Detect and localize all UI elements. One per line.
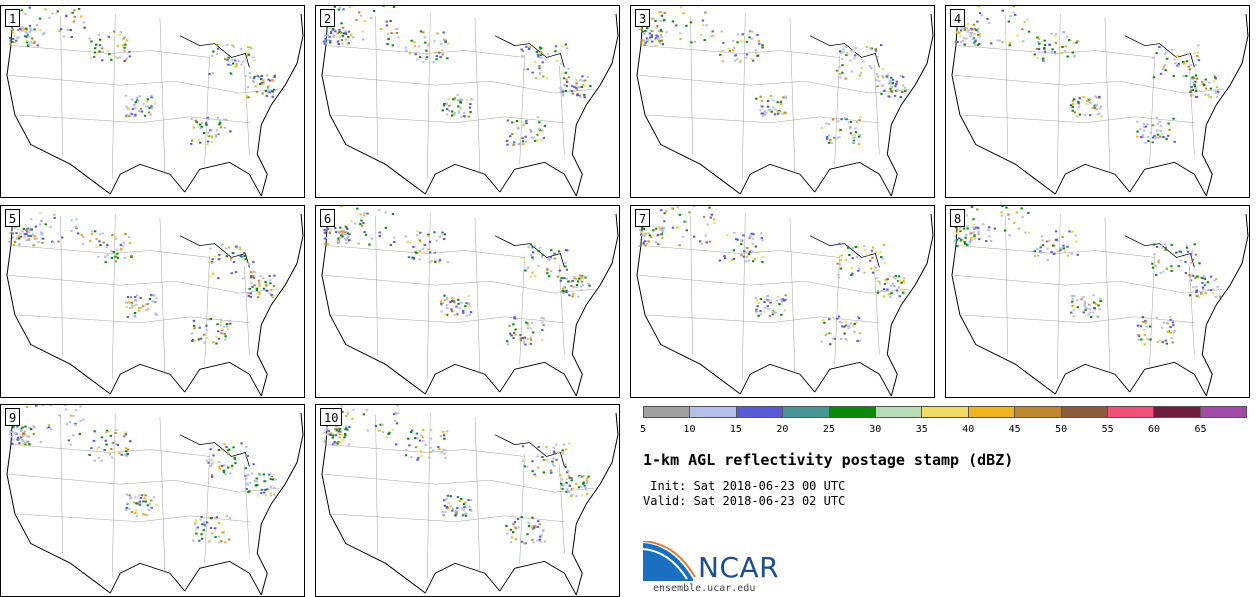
colorbar-tick: 20 bbox=[776, 424, 789, 435]
member-label: 3 bbox=[635, 9, 651, 27]
member-7-map: 7 bbox=[630, 205, 935, 398]
colorbar-tick: 10 bbox=[683, 424, 696, 435]
member-label: 2 bbox=[320, 9, 336, 27]
colorbar-segment bbox=[1154, 407, 1201, 417]
colorbar-segment bbox=[644, 407, 691, 417]
colorbar-tick: 5 bbox=[639, 424, 647, 435]
member-label: 9 bbox=[5, 408, 21, 426]
colorbar-segment bbox=[783, 407, 830, 417]
page-title: 1-km AGL reflectivity postage stamp (dBZ… bbox=[643, 451, 1014, 469]
colorbar-segment bbox=[1061, 407, 1108, 417]
colorbar-tick: 50 bbox=[1055, 424, 1068, 435]
colorbar-tick: 30 bbox=[869, 424, 882, 435]
ncar-logo-icon bbox=[643, 541, 696, 581]
member-4-map: 4 bbox=[945, 5, 1250, 198]
colorbar-segment bbox=[1200, 407, 1247, 417]
colorbar-tick: 25 bbox=[822, 424, 835, 435]
member-label: 1 bbox=[5, 9, 21, 27]
colorbar-segment bbox=[736, 407, 784, 417]
colorbar-segment bbox=[875, 407, 923, 417]
init-time: Init: Sat 2018-06-23 00 UTC bbox=[643, 479, 846, 493]
colorbar-tick-labels: 5 10 15 20 25 30 35 40 45 50 55 60 65 bbox=[639, 424, 1247, 438]
colorbar-segment bbox=[1107, 407, 1155, 417]
member-8-map: 8 bbox=[945, 205, 1250, 398]
colorbar-segment bbox=[829, 407, 876, 417]
member-3-map: 3 bbox=[630, 5, 935, 198]
member-label: 7 bbox=[635, 209, 651, 227]
colorbar-tick: 45 bbox=[1008, 424, 1021, 435]
valid-time: Valid: Sat 2018-06-23 02 UTC bbox=[643, 494, 846, 508]
member-label: 6 bbox=[320, 209, 336, 227]
site-url: ensemble.ucar.edu bbox=[653, 583, 756, 594]
colorbar-tick: 35 bbox=[915, 424, 928, 435]
member-5-map: 5 bbox=[0, 205, 305, 398]
member-6-map: 6 bbox=[315, 205, 620, 398]
colorbar-tick: 15 bbox=[729, 424, 742, 435]
colorbar-segment bbox=[1015, 407, 1062, 417]
forecast-times: Init: Sat 2018-06-23 00 UTC Valid: Sat 2… bbox=[643, 479, 845, 509]
member-2-map: 2 bbox=[315, 5, 620, 198]
colorbar-segment bbox=[968, 407, 1016, 417]
reflectivity-colorbar bbox=[643, 406, 1247, 418]
member-9-map: 9 bbox=[0, 404, 305, 597]
member-label: 4 bbox=[950, 9, 966, 27]
member-label: 5 bbox=[5, 209, 21, 227]
colorbar-tick: 60 bbox=[1148, 424, 1161, 435]
ncar-logo-text: NCAR bbox=[698, 551, 780, 584]
member-label: 10 bbox=[320, 408, 343, 426]
colorbar-tick: 65 bbox=[1194, 424, 1207, 435]
colorbar-segment bbox=[922, 407, 969, 417]
member-1-map: 1 bbox=[0, 5, 305, 198]
member-10-map: 10 bbox=[315, 404, 620, 597]
colorbar-tick: 40 bbox=[962, 424, 975, 435]
colorbar-segment bbox=[690, 407, 737, 417]
member-label: 8 bbox=[950, 209, 966, 227]
colorbar-tick: 55 bbox=[1101, 424, 1114, 435]
